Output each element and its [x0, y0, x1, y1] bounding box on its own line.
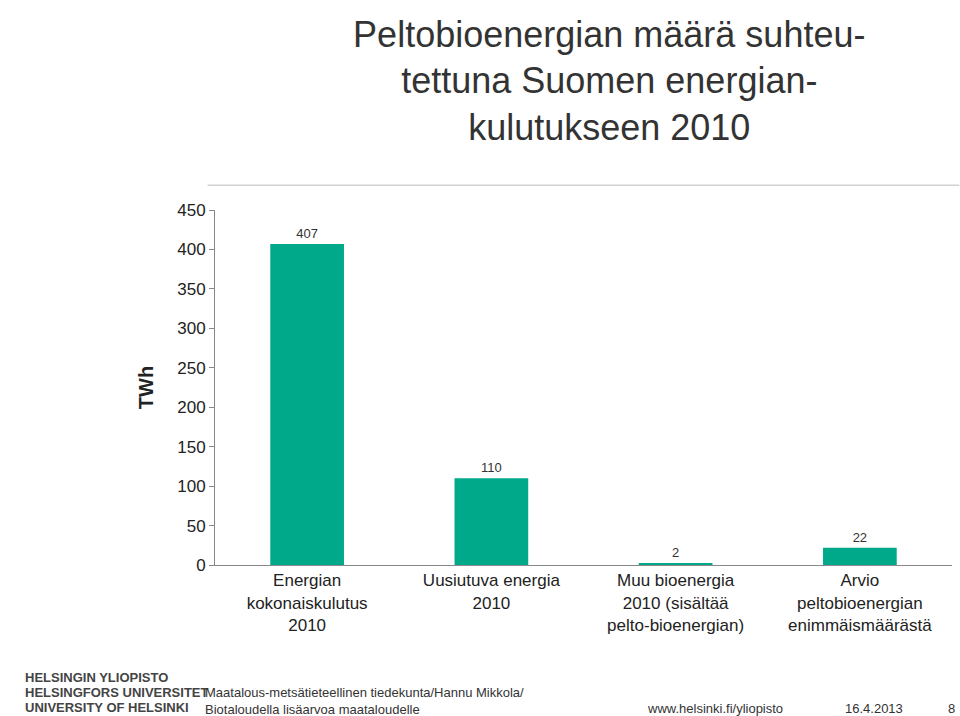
svg-text:250: 250	[177, 359, 205, 378]
html-text:HELSINGFORS UNIVERSITET: HELSINGFORS UNIVERSITET	[25, 685, 209, 700]
svg-text:407: 407	[296, 226, 318, 241]
html-text:Maatalous-metsätieteellinen ti: Maatalous-metsätieteellinen tiedekunta/H…	[205, 685, 524, 700]
svg-text:150: 150	[177, 438, 205, 457]
svg-text:0: 0	[196, 556, 205, 575]
svg-text:350: 350	[177, 280, 205, 299]
svg-text:200: 200	[177, 398, 205, 417]
html-text:Biotaloudella lisäarvoa maatal: Biotaloudella lisäarvoa maataloudelle	[205, 702, 420, 716]
svg-text:Muu bioenergia2010 (sisältääpe: Muu bioenergia2010 (sisältääpelto-bioene…	[607, 571, 744, 634]
svg-text:50: 50	[187, 517, 206, 536]
svg-text:110: 110	[481, 460, 502, 475]
html-text:HELSINGIN YLIOPISTO: HELSINGIN YLIOPISTO	[25, 670, 169, 685]
svg-text:Arviopeltobioenergianenimmäism: Arviopeltobioenergianenimmäismäärästä	[788, 571, 932, 634]
html-text:UNIVERSITY OF HELSINKI: UNIVERSITY OF HELSINKI	[25, 700, 189, 715]
html-text:8: 8	[948, 701, 956, 716]
svg-text:Energiankokonaiskulutus2010: Energiankokonaiskulutus2010	[247, 571, 368, 634]
svg-text:450: 450	[177, 201, 205, 220]
svg-text:100: 100	[177, 477, 205, 496]
svg-text:22: 22	[853, 530, 867, 545]
svg-text:TWh: TWh	[135, 366, 157, 409]
svg-text:2: 2	[672, 545, 679, 560]
svg-text:Uusiutuva energia2010: Uusiutuva energia2010	[423, 571, 561, 612]
svg-text:300: 300	[177, 319, 205, 338]
svg-text:400: 400	[177, 240, 205, 259]
html-text:16.4.2013: 16.4.2013	[845, 701, 903, 716]
svg-text:Peltobioenergian määrä suhteu-: Peltobioenergian määrä suhteu-tettuna Su…	[353, 14, 865, 149]
html-text:www.helsinki.fi/yliopisto: www.helsinki.fi/yliopisto	[648, 701, 784, 716]
